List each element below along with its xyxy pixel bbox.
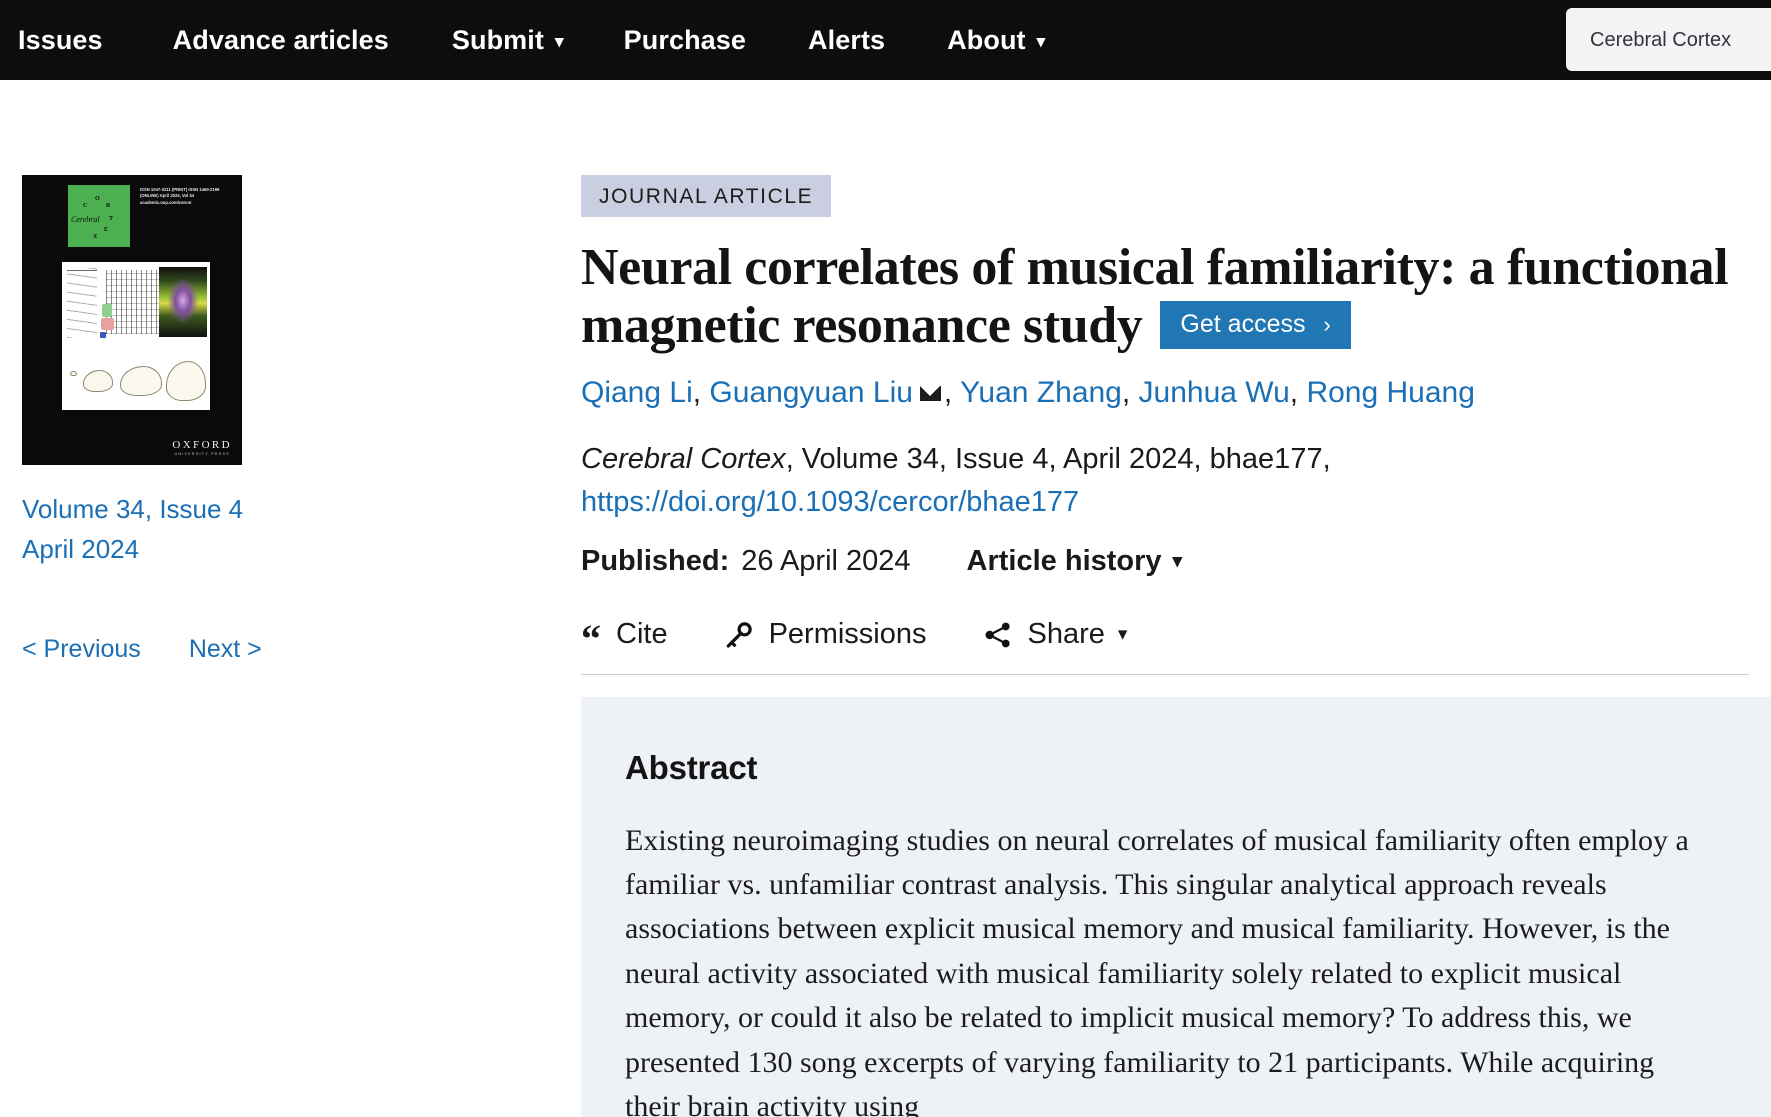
author-separator: ,	[692, 376, 710, 410]
issue-links: Volume 34, Issue 4 April 2024	[22, 489, 462, 570]
share-label: Share	[1027, 618, 1105, 651]
nav-item-about[interactable]: About ▾	[947, 24, 1046, 55]
title-row: Neural correlates of musical familiarity…	[581, 239, 1771, 355]
author-separator: ,	[1289, 376, 1307, 410]
key-icon	[724, 620, 754, 650]
permissions-label: Permissions	[768, 618, 927, 651]
cover-swatch-red	[101, 318, 114, 330]
chevron-right-icon: ›	[1323, 311, 1331, 337]
permissions-button[interactable]: Permissions	[724, 620, 927, 650]
authors-list: Qiang Li, Guangyuan Liu, Yuan Zhang, Jun…	[581, 373, 1771, 412]
published-row: Published: 26 April 2024 Article history…	[581, 545, 1771, 578]
nav-item-label: Alerts	[808, 24, 886, 55]
cover-logo-block: Cerebral C O R T E X	[68, 185, 130, 247]
doi-link[interactable]: https://doi.org/10.1093/cercor/bhae177	[581, 485, 1080, 518]
citation-line: Cerebral Cortex, Volume 34, Issue 4, Apr…	[581, 438, 1561, 522]
issue-cover-image[interactable]: Cerebral C O R T E X ISSN 1047-3211 (PRI…	[22, 175, 242, 465]
article-main-column: JOURNAL ARTICLE Neural correlates of mus…	[581, 175, 1771, 1117]
author-link-1[interactable]: Qiang Li	[581, 376, 693, 410]
published-label: Published:	[581, 544, 730, 577]
published-date: 26 April 2024	[741, 544, 911, 577]
cover-issn-text: ISSN 1047-3211 (PRINT) ISSN 1460-2199 (O…	[140, 187, 220, 205]
envelope-icon[interactable]	[919, 386, 941, 402]
journal-search-input[interactable]: Cerebral Cortex	[1566, 8, 1771, 71]
journal-search-value: Cerebral Cortex	[1590, 28, 1732, 51]
nav-item-issues[interactable]: Issues	[18, 24, 103, 55]
cover-letter-x: X	[93, 234, 98, 240]
article-action-bar: “ Cite Permissions	[581, 615, 1749, 675]
microscopy-image	[159, 267, 207, 337]
citation-journal-name: Cerebral Cortex	[581, 443, 786, 476]
neuron-trace-illustration	[67, 268, 97, 338]
brain-icon	[166, 361, 206, 401]
author-link-2[interactable]: Guangyuan Liu	[709, 376, 913, 410]
nav-item-label: Submit	[451, 24, 544, 55]
cover-letter-t: T	[109, 216, 114, 222]
abstract-section: Abstract Existing neuroimaging studies o…	[581, 696, 1771, 1117]
nav-item-purchase[interactable]: Purchase	[623, 24, 747, 55]
chevron-down-icon: ▾	[1036, 31, 1046, 51]
author-link-3[interactable]: Yuan Zhang	[960, 376, 1122, 410]
nav-item-label: Purchase	[623, 24, 747, 55]
nav-item-advance-articles[interactable]: Advance articles	[172, 24, 389, 55]
get-access-label: Get access	[1180, 310, 1306, 339]
get-access-button[interactable]: Get access ›	[1160, 301, 1351, 350]
page-body: Cerebral C O R T E X ISSN 1047-3211 (PRI…	[0, 80, 1771, 1117]
cite-button[interactable]: “ Cite	[581, 615, 668, 661]
abstract-text: Existing neuroimaging studies on neural …	[625, 823, 1689, 1117]
next-article-link[interactable]: Next >	[188, 634, 262, 663]
cite-label: Cite	[616, 618, 668, 651]
author-separator: ,	[943, 376, 961, 410]
share-button[interactable]: Share ▾	[983, 618, 1128, 651]
nav-item-submit[interactable]: Submit ▾	[451, 24, 564, 55]
author-link-4[interactable]: Junhua Wu	[1138, 376, 1290, 410]
publisher-name: OXFORD	[172, 439, 232, 451]
nav-item-label: About	[947, 24, 1026, 55]
quote-icon: “	[581, 615, 601, 661]
author-separator: ,	[1121, 376, 1139, 410]
cover-letter-c: C	[83, 203, 88, 209]
brain-icon	[70, 371, 77, 376]
article-history-label: Article history	[966, 544, 1162, 577]
cover-journal-word: Cerebral	[71, 215, 100, 224]
publisher-subtitle: UNIVERSITY PRESS	[174, 452, 230, 456]
citation-details: , Volume 34, Issue 4, April 2024, bhae17…	[785, 443, 1331, 476]
chevron-down-icon: ▾	[1172, 550, 1183, 572]
sidebar: Cerebral C O R T E X ISSN 1047-3211 (PRI…	[22, 175, 462, 668]
brain-icon	[83, 370, 113, 392]
sidebar-link-issue-date[interactable]: April 2024	[22, 534, 140, 565]
chevron-down-icon: ▾	[1117, 624, 1128, 646]
page-title: Neural correlates of musical familiarity…	[581, 239, 1729, 355]
brain-icon	[120, 366, 162, 396]
share-icon	[983, 620, 1013, 650]
sidebar-link-volume-issue[interactable]: Volume 34, Issue 4	[22, 494, 244, 524]
cover-swatch-blue	[100, 332, 106, 338]
nav-item-label: Issues	[18, 24, 103, 55]
content-type-badge: JOURNAL ARTICLE	[581, 175, 832, 217]
chevron-down-icon: ▾	[555, 31, 564, 51]
oxford-university-press-logo: OXFORD UNIVERSITY PRESS	[172, 439, 232, 456]
author-link-5[interactable]: Rong Huang	[1306, 376, 1475, 410]
nav-item-alerts[interactable]: Alerts	[808, 24, 886, 55]
brain-series-illustration	[62, 350, 210, 406]
cover-letter-o: O	[95, 196, 100, 202]
issue-pagination: < Previous Next >	[22, 630, 462, 669]
article-history-toggle[interactable]: Article history ▾	[967, 545, 1183, 578]
cover-swatch-green	[102, 304, 112, 317]
top-navigation-bar: Issues Advance articles Submit ▾ Purchas…	[0, 0, 1771, 80]
nav-item-label: Advance articles	[172, 24, 389, 55]
abstract-heading: Abstract	[625, 748, 758, 786]
cover-figure	[62, 262, 210, 410]
previous-article-link[interactable]: < Previous	[22, 634, 141, 663]
cover-letter-e: E	[104, 227, 109, 233]
cover-figure-top	[62, 264, 210, 342]
cover-letter-r: R	[106, 203, 111, 209]
